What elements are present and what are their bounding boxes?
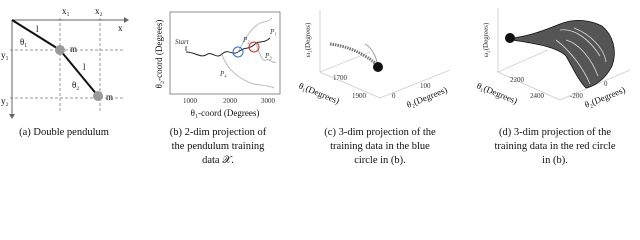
caption: (c) 3-dim projection of the [324,127,436,138]
label: m [70,44,77,54]
caption: training data in the red circle [495,141,616,152]
label: y₂ [1,96,9,106]
caption: (a) Double pendulum [19,127,109,138]
trajectory [237,17,273,53]
caption: data 𝒳. [202,154,234,166]
label: θ₂ [72,80,79,90]
label: m [106,92,113,102]
caption: training data in the blue [330,141,430,152]
y-axis-label: θ₂(Degrees) [583,85,627,110]
mass [55,45,65,55]
caption: circle in (b). [354,155,406,166]
annotation: P₁ [269,28,277,36]
y-tick-label: 100 [420,82,431,90]
point [373,62,383,72]
x-axis-label: θ₁-coord (Degrees) [191,108,260,118]
x-axis-label: θ₁(Degrees) [297,81,341,106]
label: x [118,23,123,33]
z-axis-label: ω₂(Degrees) [304,22,312,57]
annotation: Start [175,38,190,46]
z-axis-label: ω₂(Degrees) [482,22,490,57]
x-axis-label: θ₁(Degrees) [475,81,519,106]
arrow [124,17,129,23]
arrow [9,114,15,119]
annotation: P₃ [264,52,272,60]
trajectory [555,27,607,85]
plot-frame [169,11,281,95]
x-tick-label: 2200 [510,76,525,84]
rod [11,19,61,51]
label: θ₁ [20,37,27,47]
x-tick-label: 1900 [352,92,367,100]
annotation: P₄ [219,70,227,78]
trajectory [329,42,380,68]
red-circle [248,41,260,53]
y-tick-label: 0 [604,80,608,88]
y-axis-label: θ₂-coord (Degrees) [154,20,164,89]
panel-c: ω₂(Degrees) θ₁(Degrees) θ₂(Degrees) 1700… [297,10,451,110]
panel-a: x x₁ x₂ y₁ y₂ θ₁ θ₂ l l m m [1,6,129,119]
panel-b: Start P₁ P₂ P₃ P₄ 1000 2000 3000 θ₁-coor… [154,11,281,118]
annotation: P₂ [242,36,250,44]
rod [59,49,99,97]
caption: (b) 2-dim projection of [170,127,267,138]
x-tick-label: 2400 [530,92,545,100]
panel-d: ω₂(Degrees) θ₁(Degrees) θ₂(Degrees) 2200… [475,8,631,110]
trajectory [185,37,271,57]
label: x₂ [95,6,103,16]
caption: the pendulum training [172,141,265,152]
caption: (d) 3-dim projection of the [499,127,611,138]
y-tick-label: 0 [392,92,396,100]
blue-circle [232,46,244,58]
point [505,33,515,43]
label: l [36,24,39,34]
trajectory [221,53,275,89]
label: y₁ [1,50,9,60]
caption: in (b). [542,155,568,166]
x-tick-label: 3000 [261,97,276,105]
x-tick-label: 1000 [183,97,198,105]
y-tick-label: -200 [570,92,583,100]
trajectory-mass [511,20,615,89]
figure: x x₁ x₂ y₁ y₂ θ₁ θ₂ l l m m Start P₁ P₂ … [1,6,631,166]
mass [93,91,103,101]
x-tick-label: 1700 [333,74,348,82]
trajectory [255,43,277,63]
label: l [83,62,86,72]
x-tick-label: 2000 [223,97,238,105]
label: x₁ [62,6,70,16]
axes-3d [319,10,451,99]
captions: (a) Double pendulum (b) 2-dim projection… [19,127,616,166]
